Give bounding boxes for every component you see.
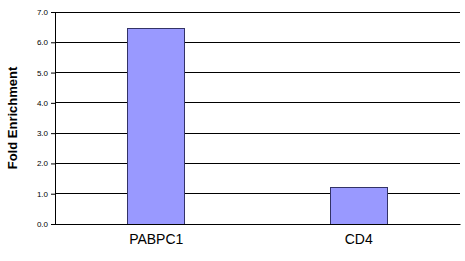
grid-line: [55, 42, 460, 43]
y-tick: 5.0: [37, 69, 55, 78]
y-tick-mark: [51, 42, 55, 43]
x-tick-label: CD4: [345, 231, 373, 247]
y-tick-label: 6.0: [37, 38, 49, 47]
y-tick: 2.0: [37, 159, 55, 168]
grid-line: [55, 12, 460, 13]
y-tick: 6.0: [37, 38, 55, 47]
x-tick: CD4: [345, 224, 373, 247]
y-tick: 1.0: [37, 190, 55, 199]
y-tick-mark: [51, 194, 55, 195]
y-tick-label: 2.0: [37, 159, 49, 168]
bar: [330, 188, 387, 224]
y-tick-mark: [51, 133, 55, 134]
y-tick-label: 7.0: [37, 8, 49, 17]
y-axis-title: Fold Enrichment: [5, 66, 20, 169]
x-tick-label: PABPC1: [129, 231, 183, 247]
y-tick-mark: [51, 163, 55, 164]
y-tick-label: 1.0: [37, 190, 49, 199]
x-tick: PABPC1: [129, 224, 183, 247]
y-tick-label: 0.0: [37, 220, 49, 229]
y-tick: 0.0: [37, 220, 55, 229]
grid-line: [55, 72, 460, 73]
y-tick-label: 3.0: [37, 129, 49, 138]
y-tick: 4.0: [37, 99, 55, 108]
y-axis: 0.0 1.0 2.0 3.0 4.0 5.0 6.0 7.0: [37, 8, 56, 229]
y-tick-label: 4.0: [37, 99, 49, 108]
x-axis: PABPC1 CD4: [56, 224, 461, 247]
grid-line: [55, 102, 460, 103]
y-tick-mark: [51, 103, 55, 104]
chart: 0.0 1.0 2.0 3.0 4.0 5.0 6.0 7.0 PABPC1 CD4 Fold En…: [0, 0, 465, 261]
bar: [128, 29, 185, 224]
grid-line: [55, 133, 460, 134]
y-tick: 7.0: [37, 8, 55, 17]
y-tick-mark: [51, 224, 55, 225]
grid-line: [55, 224, 460, 225]
y-tick-mark: [51, 12, 55, 13]
grid-line: [55, 193, 460, 194]
bars: [128, 29, 387, 224]
y-tick-label: 5.0: [37, 69, 49, 78]
y-axis-line: [55, 13, 56, 225]
grid-line: [55, 163, 460, 164]
y-tick: 3.0: [37, 129, 55, 138]
x-axis-line: [56, 224, 461, 225]
y-tick-mark: [51, 73, 55, 74]
grid: [55, 12, 460, 224]
